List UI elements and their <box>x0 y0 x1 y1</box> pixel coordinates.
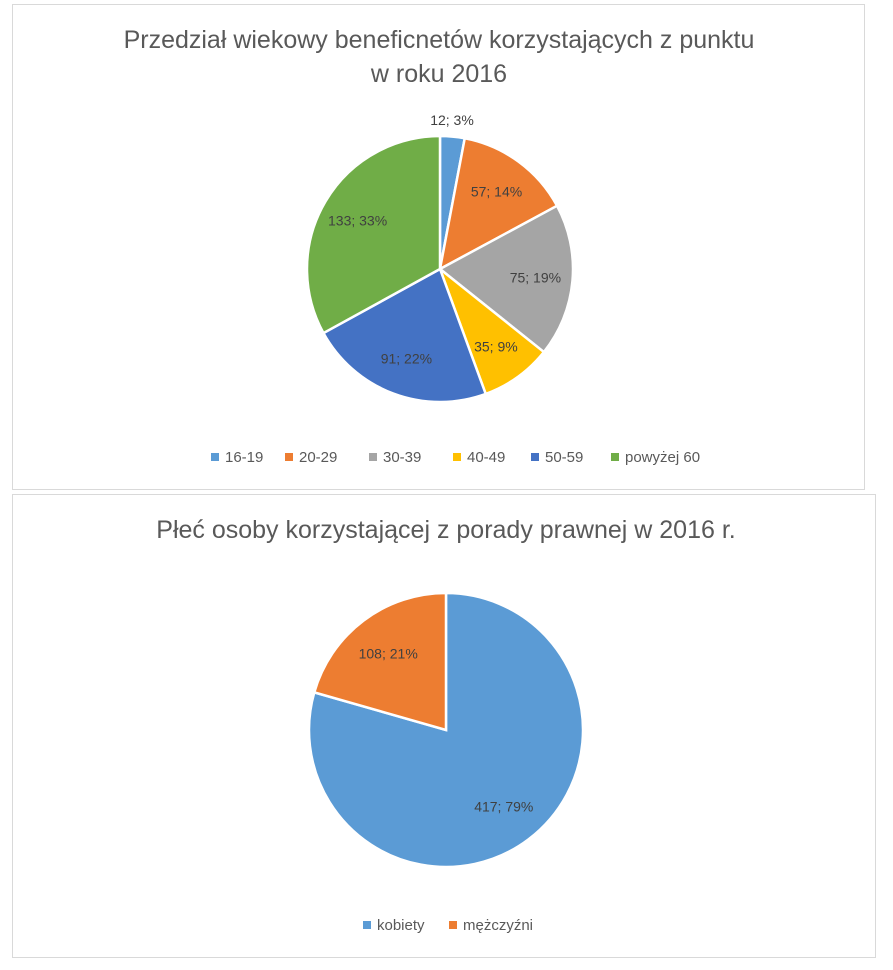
legend-swatch <box>285 453 293 461</box>
legend-swatch <box>611 453 619 461</box>
legend-swatch <box>363 921 371 929</box>
gender-pie-chart-panel: Płeć osoby korzystającej z porady prawne… <box>12 494 876 958</box>
data-label-mezczyzni: 108; 21% <box>359 645 418 661</box>
legend-label: kobiety <box>377 917 425 934</box>
legend-swatch <box>369 453 377 461</box>
chart-title-line: Przedział wiekowy beneficnetów korzystaj… <box>124 26 755 54</box>
age-pie-chart-panel: Przedział wiekowy beneficnetów korzystaj… <box>12 4 865 490</box>
pie-slice-50-59 <box>321 267 488 404</box>
chart-title-line: w roku 2016 <box>370 60 507 88</box>
data-label-16-19: 12; 3% <box>430 112 474 128</box>
legend-label: 40-49 <box>467 449 505 466</box>
legend-item-kobiety: kobiety <box>363 917 425 934</box>
age-pie-chart: Przedział wiekowy beneficnetów korzystaj… <box>124 26 755 466</box>
legend-item-50-59: 50-59 <box>531 449 583 466</box>
legend-swatch <box>453 453 461 461</box>
data-label-40-49: 35; 9% <box>474 339 518 355</box>
pie-slice-20-29 <box>438 136 559 272</box>
legend-label: powyżej 60 <box>625 449 700 466</box>
legend-item-mezczyzni: mężczyźni <box>449 917 533 934</box>
legend-label: 50-59 <box>545 449 583 466</box>
data-label-50-59: 91; 22% <box>381 351 432 367</box>
legend-item-20-29: 20-29 <box>285 449 337 466</box>
legend-label: mężczyźni <box>463 917 533 934</box>
legend-item-16-19: 16-19 <box>211 449 263 466</box>
pie-slice-mezczyzni <box>312 591 448 732</box>
legend-swatch <box>449 921 457 929</box>
legend-item-40-49: 40-49 <box>453 449 505 466</box>
data-label-20-29: 57; 14% <box>471 184 522 200</box>
pie-slice-30-39 <box>437 204 575 354</box>
data-label-kobiety: 417; 79% <box>474 799 533 815</box>
pie-slice-kobiety <box>307 591 585 869</box>
legend-label: 20-29 <box>299 449 337 466</box>
chart-title-line: Płeć osoby korzystającej z porady prawne… <box>156 516 735 544</box>
legend-item-powyzej-60: powyżej 60 <box>611 449 700 466</box>
legend-label: 16-19 <box>225 449 263 466</box>
pie-slice-powyzej-60 <box>305 134 442 335</box>
data-label-30-39: 75; 19% <box>510 270 561 286</box>
legend-label: 30-39 <box>383 449 421 466</box>
legend-item-30-39: 30-39 <box>369 449 421 466</box>
data-label-powyzej-60: 133; 33% <box>328 212 387 228</box>
legend-swatch <box>211 453 219 461</box>
legend-swatch <box>531 453 539 461</box>
gender-pie-chart: Płeć osoby korzystającej z porady prawne… <box>156 516 735 934</box>
